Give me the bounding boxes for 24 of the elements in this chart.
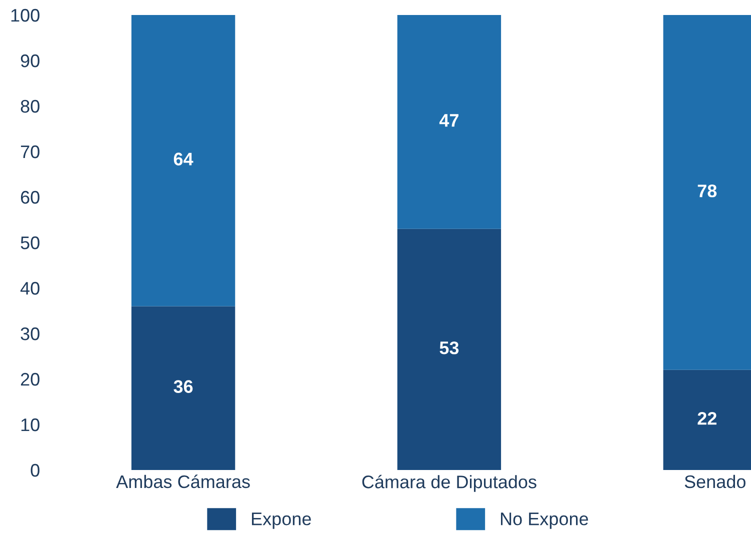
x-tick-label: Senado — [684, 474, 746, 488]
data-label: 78 — [698, 184, 717, 198]
y-tick-label: 60 — [20, 190, 40, 204]
y-tick-label: 20 — [20, 372, 40, 386]
y-tick-label: 100 — [11, 8, 40, 22]
legend-label: No Expone — [500, 512, 588, 529]
x-tick-label: Ambas Cámaras — [116, 474, 250, 488]
y-tick-label: 50 — [20, 236, 40, 250]
x-tick-label: Cámara de Diputados — [362, 474, 536, 492]
data-label: 64 — [174, 152, 194, 166]
y-tick-label: 0 — [30, 464, 40, 477]
y-tick-label: 40 — [20, 282, 40, 295]
data-label: 47 — [439, 114, 458, 127]
y-tick-label: 80 — [20, 100, 40, 113]
y-tick-label: 70 — [20, 145, 40, 158]
legend-label: Expone — [252, 512, 311, 529]
data-label: 36 — [174, 380, 193, 393]
y-tick-label: 90 — [20, 54, 40, 68]
y-tick-label: 10 — [21, 418, 40, 432]
y-tick-label: 30 — [20, 327, 40, 340]
data-label: 53 — [440, 341, 459, 354]
bar — [131, 306, 236, 470]
bar — [131, 15, 236, 306]
data-label: 22 — [698, 412, 716, 425]
